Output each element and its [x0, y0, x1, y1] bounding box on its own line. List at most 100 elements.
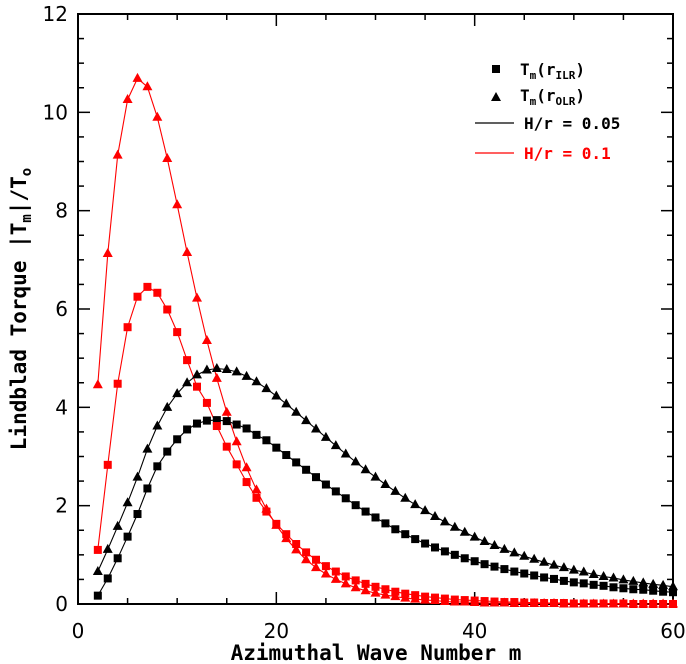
data-point-square	[619, 584, 628, 593]
data-point-triangle	[311, 562, 321, 572]
y-tick-label: 0	[55, 592, 68, 616]
data-point-square	[540, 573, 549, 582]
data-point-triangle	[182, 246, 193, 256]
data-point-triangle	[182, 377, 193, 387]
data-point-triangle	[112, 149, 123, 159]
data-point-square	[381, 519, 390, 528]
data-point-triangle	[301, 415, 312, 425]
data-point-square	[202, 416, 211, 425]
data-point-triangle	[578, 598, 589, 608]
data-point-triangle	[549, 559, 559, 569]
data-point-triangle	[320, 568, 331, 578]
data-point-triangle	[211, 362, 222, 372]
legend-ilr-marker	[492, 65, 500, 73]
data-point-square	[341, 572, 350, 581]
data-point-square	[262, 436, 271, 445]
data-point-square	[252, 493, 261, 502]
data-point-triangle	[330, 573, 341, 583]
data-point-triangle	[152, 420, 163, 430]
data-point-square	[202, 398, 211, 407]
axis-ticks: 0 20 40 60 0 2 4 6 8 10 12	[43, 2, 686, 643]
data-point-square	[123, 532, 132, 541]
data-point-square	[321, 480, 330, 489]
legend-ilr-label: Tm(rILR)	[520, 60, 585, 82]
data-point-triangle	[449, 521, 460, 531]
data-point-triangle	[509, 547, 520, 557]
data-point-triangle	[479, 597, 490, 607]
data-point-triangle	[668, 581, 678, 591]
data-point-triangle	[380, 589, 391, 599]
data-point-square	[143, 282, 152, 291]
data-point-triangle	[390, 591, 401, 601]
data-point-square	[559, 576, 568, 585]
x-tick-label: 20	[264, 619, 289, 643]
data-point-triangle	[172, 199, 183, 209]
data-point-triangle	[499, 543, 510, 553]
data-point-square	[302, 465, 311, 474]
marker-layer	[92, 72, 678, 608]
data-point-triangle	[350, 582, 361, 592]
data-point-triangle	[410, 593, 421, 603]
data-point-square	[361, 579, 370, 588]
data-point-triangle	[469, 597, 480, 607]
data-point-triangle	[380, 479, 391, 489]
x-tick-label: 40	[462, 619, 487, 643]
data-point-triangle	[628, 575, 639, 585]
data-point-triangle	[469, 531, 480, 541]
data-point-triangle	[211, 372, 222, 382]
data-point-triangle	[568, 598, 579, 608]
data-point-square	[183, 356, 192, 365]
data-point-triangle	[340, 448, 351, 458]
data-point-triangle	[658, 579, 669, 589]
data-point-triangle	[291, 406, 302, 416]
data-point-triangle	[221, 363, 232, 373]
data-point-square	[431, 543, 439, 552]
data-point-triangle	[529, 553, 540, 563]
data-point-triangle	[598, 570, 609, 580]
data-point-triangle	[430, 510, 440, 520]
data-point-triangle	[122, 94, 133, 104]
series-line-3	[97, 286, 673, 605]
data-point-square	[292, 540, 301, 549]
data-point-triangle	[529, 598, 540, 608]
data-point-triangle	[201, 364, 212, 374]
data-point-square	[232, 420, 241, 429]
data-point-triangle	[598, 598, 609, 608]
data-point-square	[351, 501, 360, 510]
data-point-triangle	[281, 533, 292, 543]
data-point-square	[599, 581, 608, 590]
data-point-triangle	[271, 390, 282, 400]
data-point-square	[381, 585, 390, 594]
data-point-square	[450, 550, 459, 559]
data-point-square	[252, 430, 261, 439]
data-point-square	[143, 484, 152, 493]
data-point-triangle	[231, 436, 242, 446]
data-point-triangle	[489, 539, 500, 549]
data-point-triangle	[519, 550, 530, 560]
data-point-square	[153, 288, 162, 297]
data-point-triangle	[320, 431, 331, 441]
data-point-square	[569, 578, 578, 587]
data-point-triangle	[578, 566, 589, 576]
data-point-triangle	[192, 292, 202, 302]
data-point-square	[93, 545, 102, 554]
data-point-square	[490, 562, 499, 571]
data-point-triangle	[360, 464, 371, 474]
data-point-triangle	[420, 594, 431, 604]
data-point-square	[411, 535, 420, 544]
data-point-square	[212, 422, 221, 431]
data-point-square	[312, 473, 320, 482]
data-point-square	[282, 451, 291, 460]
data-point-triangle	[638, 577, 649, 587]
data-point-square	[440, 547, 449, 556]
data-point-square	[460, 554, 469, 563]
data-point-triangle	[102, 247, 113, 257]
data-point-triangle	[370, 587, 381, 597]
data-point-square	[639, 585, 648, 594]
data-point-square	[371, 513, 380, 522]
data-point-square	[510, 567, 519, 576]
data-point-triangle	[311, 423, 321, 433]
data-point-triangle	[221, 406, 232, 416]
data-point-square	[163, 447, 172, 456]
data-point-square	[232, 460, 241, 469]
